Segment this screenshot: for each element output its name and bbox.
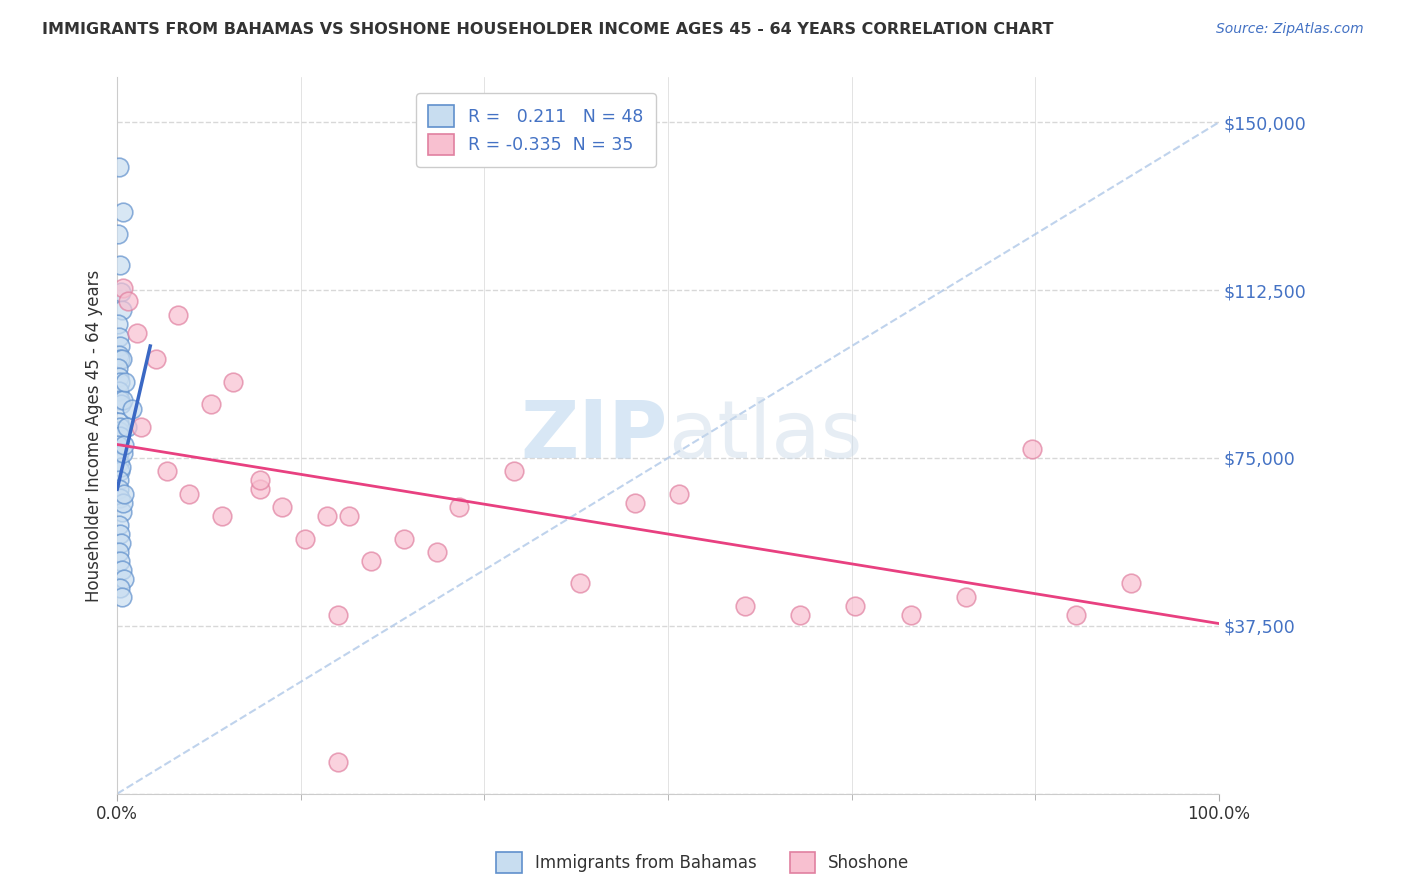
Point — [177, 487, 200, 501]
Point — [392, 532, 415, 546]
Point — [108, 392, 131, 407]
Point — [108, 370, 131, 384]
Point — [111, 303, 134, 318]
Point — [1064, 607, 1087, 622]
Point — [110, 428, 132, 442]
Point — [326, 756, 349, 770]
Point — [249, 483, 271, 497]
Point — [624, 496, 647, 510]
Point — [108, 348, 131, 362]
Text: atlas: atlas — [668, 397, 862, 475]
Point — [211, 509, 233, 524]
Point — [789, 607, 811, 622]
Point — [111, 281, 134, 295]
Point — [108, 473, 131, 487]
Y-axis label: Householder Income Ages 45 - 64 years: Householder Income Ages 45 - 64 years — [86, 269, 103, 602]
Point — [108, 259, 131, 273]
Point — [110, 459, 132, 474]
Point — [108, 518, 131, 533]
Point — [117, 294, 139, 309]
Point — [125, 326, 148, 340]
Point — [447, 500, 470, 515]
Point — [568, 576, 591, 591]
Point — [110, 352, 132, 367]
Point — [111, 392, 134, 407]
Legend: Immigrants from Bahamas, Shoshone: Immigrants from Bahamas, Shoshone — [489, 846, 917, 880]
Point — [900, 607, 922, 622]
Point — [121, 401, 143, 416]
Point — [110, 505, 132, 519]
Point — [222, 375, 245, 389]
Point — [110, 339, 132, 353]
Point — [108, 384, 131, 398]
Point — [108, 352, 131, 367]
Point — [108, 545, 131, 559]
Point — [108, 415, 131, 429]
Point — [294, 532, 316, 546]
Point — [337, 509, 360, 524]
Point — [110, 590, 132, 604]
Point — [110, 397, 132, 411]
Point — [668, 487, 690, 501]
Point — [108, 455, 131, 469]
Point — [112, 496, 135, 510]
Point — [111, 446, 134, 460]
Point — [112, 572, 135, 586]
Point — [1119, 576, 1142, 591]
Point — [107, 361, 129, 376]
Text: Source: ZipAtlas.com: Source: ZipAtlas.com — [1216, 22, 1364, 37]
Point — [156, 464, 179, 478]
Point — [502, 464, 524, 478]
Point — [315, 509, 337, 524]
Point — [955, 590, 977, 604]
Point — [112, 204, 135, 219]
Point — [108, 330, 131, 344]
Point — [110, 285, 132, 300]
Legend: R =   0.211   N = 48, R = -0.335  N = 35: R = 0.211 N = 48, R = -0.335 N = 35 — [416, 94, 655, 167]
Point — [108, 160, 131, 174]
Point — [131, 419, 153, 434]
Point — [166, 308, 188, 322]
Text: IMMIGRANTS FROM BAHAMAS VS SHOSHONE HOUSEHOLDER INCOME AGES 45 - 64 YEARS CORREL: IMMIGRANTS FROM BAHAMAS VS SHOSHONE HOUS… — [42, 22, 1053, 37]
Point — [110, 491, 132, 506]
Text: ZIP: ZIP — [520, 397, 668, 475]
Point — [110, 563, 132, 577]
Point — [112, 437, 135, 451]
Point — [200, 397, 222, 411]
Point — [108, 419, 131, 434]
Point — [145, 352, 167, 367]
Point — [249, 473, 271, 487]
Point — [108, 464, 131, 478]
Point — [110, 536, 132, 550]
Point — [107, 437, 129, 451]
Point — [844, 599, 866, 613]
Point — [271, 500, 294, 515]
Point — [110, 375, 132, 389]
Point — [108, 483, 131, 497]
Point — [107, 227, 129, 241]
Point — [360, 554, 382, 568]
Point — [1021, 442, 1043, 456]
Point — [107, 317, 129, 331]
Point — [110, 554, 132, 568]
Point — [108, 527, 131, 541]
Point — [112, 487, 135, 501]
Point — [115, 419, 138, 434]
Point — [108, 424, 131, 438]
Point — [326, 607, 349, 622]
Point — [426, 545, 449, 559]
Point — [108, 581, 131, 595]
Point — [114, 375, 136, 389]
Point — [108, 446, 131, 460]
Point — [734, 599, 756, 613]
